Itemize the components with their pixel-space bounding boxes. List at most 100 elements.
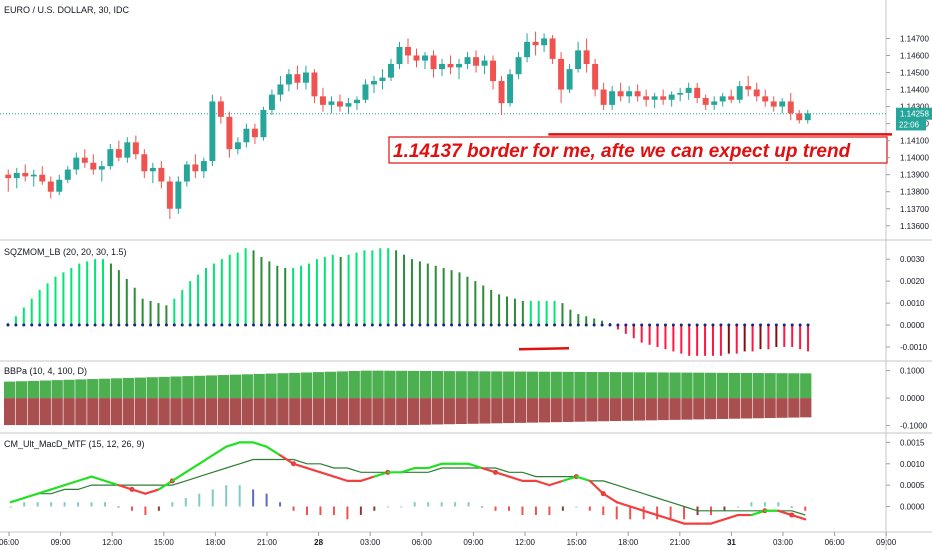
bbpa-bar-positive	[253, 373, 265, 399]
macd-line-segment	[359, 475, 376, 482]
bbpa-bar-negative	[229, 398, 242, 426]
squeeze-dot	[355, 323, 359, 327]
candle-body	[685, 87, 692, 93]
bbpa-bar-negative	[728, 398, 741, 419]
squeeze-dot	[505, 323, 509, 327]
main-pane-title: EURO / U.S. DOLLAR, 30, IDC	[4, 5, 130, 15]
squeeze-dot	[553, 323, 557, 327]
squeeze-dot	[101, 323, 105, 327]
time-axis-label: 09:00	[463, 538, 484, 547]
bbpa-bar-positive	[217, 375, 230, 399]
bbpa-bar-negative	[170, 398, 182, 426]
candle-body	[439, 63, 445, 70]
candle-body	[634, 91, 641, 97]
squeeze-dot	[743, 323, 747, 327]
squeeze-dot	[537, 323, 541, 327]
macd-histogram-bar	[238, 485, 241, 507]
candle-body	[583, 50, 590, 64]
bbpa-bar-positive	[146, 377, 158, 399]
price-axis-label: 0.0020	[900, 277, 925, 286]
candle-body	[779, 101, 786, 107]
squeeze-dot	[53, 323, 57, 327]
candle-body	[405, 46, 411, 56]
macd-histogram-bar	[777, 502, 780, 507]
macd-histogram-bar	[790, 506, 793, 508]
candle-body	[251, 128, 258, 138]
bbpa-bar-negative	[586, 398, 598, 422]
bbpa-bar-negative	[550, 398, 562, 423]
bbpa-bar-positive	[206, 375, 218, 399]
time-axis-label: 03:00	[360, 538, 381, 547]
squeeze-dot	[759, 323, 763, 327]
annotation-box	[388, 136, 888, 164]
candle-body	[5, 174, 12, 179]
squeeze-dot	[418, 323, 422, 327]
candle-body	[541, 38, 548, 46]
candle-body	[736, 86, 743, 100]
bbpa-bar-negative	[372, 398, 384, 426]
bbpa-bar-positive	[681, 372, 693, 399]
macd-line-segment	[103, 479, 120, 487]
candle-body	[464, 57, 471, 64]
squeeze-dot	[315, 323, 319, 327]
squeeze-dot	[402, 323, 406, 327]
bbpa-bar-positive	[384, 370, 396, 399]
candle-body	[226, 116, 233, 150]
price-axis-label: 1.14300	[900, 103, 929, 112]
macd-line-segment	[36, 488, 53, 495]
squeeze-dot	[267, 323, 271, 327]
bbpa-bar-positive	[110, 378, 123, 399]
squeeze-dot	[244, 323, 248, 327]
squeeze-dot	[362, 323, 366, 327]
price-axis-label: 1.14400	[900, 86, 929, 95]
macd-histogram-bar	[346, 506, 349, 520]
bbpa-bar-positive	[669, 372, 681, 399]
bbpa-bar-positive	[776, 373, 788, 399]
bbpa-bar-positive	[360, 370, 372, 399]
bbpa-bar-negative	[598, 398, 610, 422]
squeeze-dot	[133, 323, 137, 327]
bbpa-bar-negative	[158, 398, 170, 426]
candle-body	[336, 101, 343, 107]
sqzmom-pane-title: SQZMOM_LB (20, 20, 30, 1.5)	[4, 247, 127, 257]
price-axis-label: 1.13600	[900, 222, 929, 231]
price-axis-label: 1.14000	[900, 154, 929, 163]
bbpa-bar-positive	[693, 372, 705, 399]
bbpa-bar-negative	[740, 398, 752, 419]
macd-histogram-bar	[184, 497, 187, 507]
candle-body	[166, 181, 173, 209]
bbpa-bar-negative	[538, 398, 550, 423]
macd-histogram-bar	[359, 506, 362, 516]
time-axis-label: 28	[314, 538, 323, 547]
macd-line-segment	[144, 488, 160, 495]
macd-line-segment	[157, 479, 174, 491]
squeeze-dot	[180, 323, 184, 327]
bbpa-bar-negative	[253, 398, 265, 426]
candle-body	[302, 72, 309, 83]
candle-body	[677, 92, 684, 95]
bbpa-bar-positive	[431, 371, 444, 399]
candle-body	[90, 162, 97, 170]
squeeze-dot	[307, 323, 311, 327]
bbpa-bar-negative	[336, 398, 348, 426]
bbpa-bar-positive	[526, 371, 539, 399]
squeeze-dot	[6, 323, 10, 327]
candle-body	[668, 94, 675, 100]
macd-line-segment	[184, 462, 201, 474]
bbpa-bar-positive	[134, 377, 146, 399]
candle-body	[175, 181, 182, 209]
bbpa-bar-positive	[574, 371, 586, 399]
macd-line-segment	[63, 479, 80, 487]
macd-histogram-bar	[63, 502, 66, 507]
candle-body	[192, 164, 199, 172]
bbpa-bar-positive	[324, 371, 337, 399]
bbpa-bar-negative	[206, 398, 218, 426]
macd-histogram-bar	[198, 493, 201, 507]
squeeze-dot	[323, 323, 327, 327]
bbpa-bar-negative	[51, 398, 63, 426]
bbpa-bar-positive	[241, 374, 253, 399]
candle-body	[64, 169, 71, 180]
price-axis-label: 0.0000	[900, 321, 925, 330]
bbpa-bar-positive	[598, 372, 610, 399]
countdown-badge	[896, 118, 926, 131]
